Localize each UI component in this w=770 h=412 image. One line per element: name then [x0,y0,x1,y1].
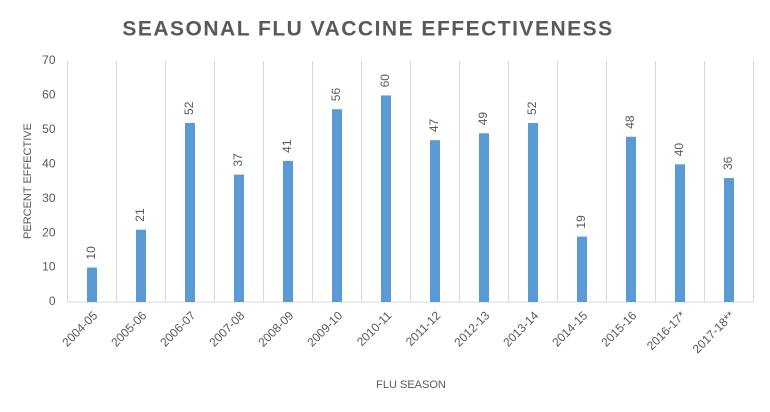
bar [577,236,587,302]
data-label: 49 [476,112,490,126]
data-label: 37 [231,153,245,167]
chart-title: SEASONAL FLU VACCINE EFFECTIVENESS [122,18,613,41]
y-tick-label: 70 [42,53,56,67]
x-tick-label: 2014-15 [549,308,590,349]
y-tick-label: 40 [42,156,56,170]
data-label: 21 [133,208,147,222]
x-tick-label: 2005-06 [108,308,149,349]
data-label: 56 [329,88,343,102]
bar [724,178,734,302]
data-label: 41 [280,139,294,153]
bar [283,160,293,302]
data-label: 10 [84,246,98,260]
y-tick-label: 60 [42,88,56,102]
bar [332,109,342,302]
bar [381,95,391,302]
data-label: 47 [427,119,441,133]
x-tick-label: 2010-11 [354,308,395,349]
x-tick-label: 2015-16 [598,308,639,349]
y-tick-label: 20 [42,225,56,239]
bar [87,267,97,302]
bar [234,174,244,302]
bar [136,229,146,302]
x-axis-title: FLU SEASON [376,379,446,391]
x-tick-label: 2016-17* [644,308,689,353]
bar [626,136,636,302]
bar [528,122,538,302]
data-label: 52 [182,101,196,115]
y-tick-label: 10 [42,260,56,274]
x-tick-label: 2006-07 [157,308,198,349]
y-axis-title: PERCENT EFFECTIVE [22,123,34,239]
data-label: 40 [672,143,686,157]
data-label: 19 [574,215,588,229]
x-tick-label: 2009-10 [304,308,345,349]
bar [675,164,685,302]
data-label: 60 [378,74,392,88]
data-label: 48 [623,115,637,129]
x-tick-label: 2008-09 [255,308,296,349]
x-tick-label: 2013-14 [500,308,541,349]
data-label: 36 [721,156,735,170]
bar [479,133,489,302]
bar [430,140,440,302]
x-tick-label: 2011-12 [403,308,444,349]
x-tick-label: 2007-08 [206,308,247,349]
bar [185,122,195,302]
data-label: 52 [525,101,539,115]
x-tick-label: 2017-18** [690,308,738,356]
y-tick-label: 0 [49,294,56,308]
y-tick-label: 30 [42,191,56,205]
x-tick-label: 2012-13 [451,308,492,349]
x-tick-label: 2004-05 [59,308,100,349]
y-tick-label: 50 [42,122,56,136]
